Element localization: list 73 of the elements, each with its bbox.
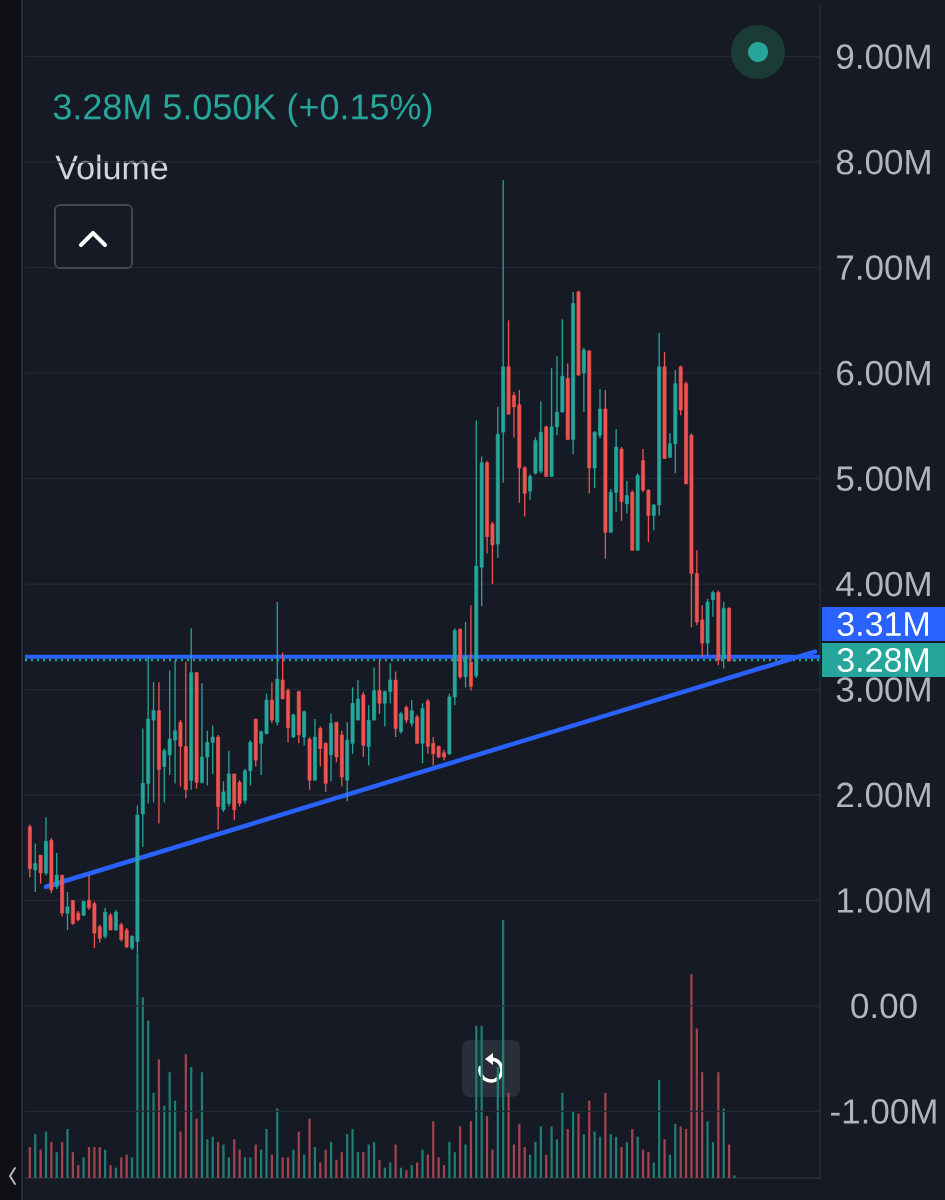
- y-tick-label: 0.00: [851, 993, 917, 1019]
- candlestick: [269, 681, 274, 724]
- bar: [604, 1092, 607, 1178]
- candlestick: [581, 347, 586, 413]
- candlestick: [399, 711, 403, 735]
- candlestick: [54, 852, 59, 890]
- bar: [77, 1165, 80, 1178]
- bar: [71, 1152, 74, 1178]
- ref-line-label: 3.31M: [837, 611, 928, 637]
- bar: [550, 1126, 553, 1178]
- bar: [265, 1128, 268, 1178]
- bar: [647, 1152, 650, 1178]
- bar: [448, 1141, 451, 1178]
- bar: [593, 1131, 596, 1178]
- bar: [308, 1118, 311, 1178]
- bar: [136, 953, 139, 1178]
- y-tick-label: 6.00M: [837, 360, 930, 386]
- bar: [351, 1128, 354, 1178]
- bar: [152, 1092, 155, 1178]
- bar: [93, 1147, 96, 1178]
- candlestick: [38, 854, 43, 885]
- bar: [109, 1165, 112, 1178]
- y-tick-label: -1.00M: [831, 1099, 936, 1124]
- bar: [394, 1144, 397, 1178]
- ref-line-label: 3.28M: [837, 647, 928, 673]
- chart-title: Volume: [55, 154, 168, 180]
- y-tick-label: 1.00M: [838, 888, 930, 913]
- y-tick-label: 2.00M: [837, 782, 930, 808]
- bar: [179, 1131, 182, 1178]
- bar: [507, 1092, 510, 1178]
- y-tick-label: 8.00M: [836, 149, 930, 175]
- bar: [222, 1144, 225, 1178]
- bar: [464, 1144, 467, 1178]
- bar: [356, 1152, 360, 1178]
- bar: [733, 1175, 736, 1178]
- bar: [663, 1139, 666, 1178]
- bar: [55, 1152, 58, 1178]
- bar: [39, 1149, 42, 1178]
- bar: [620, 1147, 623, 1178]
- bar: [233, 1139, 236, 1178]
- bar: [378, 1159, 381, 1178]
- bar: [442, 1165, 446, 1178]
- bar: [66, 1128, 69, 1178]
- candlestick: [377, 659, 382, 715]
- bar: [335, 1159, 338, 1178]
- bar: [249, 1157, 252, 1178]
- bar: [340, 1152, 343, 1178]
- bar: [410, 1165, 413, 1178]
- bar: [238, 1149, 241, 1178]
- candlestick: [528, 473, 532, 501]
- y-tick-label: 7.00M: [837, 255, 930, 281]
- bar: [555, 1139, 559, 1178]
- candlestick: [65, 891, 70, 931]
- bar: [690, 974, 693, 1178]
- bar: [292, 1149, 295, 1178]
- bar: [706, 1121, 709, 1178]
- candlestick: [711, 589, 715, 618]
- bar: [534, 1141, 537, 1178]
- y-tick-label: 4.00M: [836, 571, 930, 597]
- y-tick-label: 5.00M: [836, 466, 930, 491]
- bar: [453, 1152, 456, 1178]
- y-tick-label: 3.00M: [836, 677, 930, 702]
- text: 3.28M 5.050K (+0.15%): [53, 93, 432, 127]
- candlestick: [409, 699, 414, 728]
- bar: [577, 1113, 580, 1178]
- bar: [206, 1139, 209, 1178]
- candlestick: [33, 842, 38, 893]
- bar: [362, 1152, 365, 1178]
- bar: [491, 1149, 494, 1178]
- bar: [195, 1118, 198, 1178]
- bar: [421, 1149, 424, 1178]
- candlestick: [624, 480, 629, 515]
- y-tick-label: 9.00M: [837, 44, 930, 70]
